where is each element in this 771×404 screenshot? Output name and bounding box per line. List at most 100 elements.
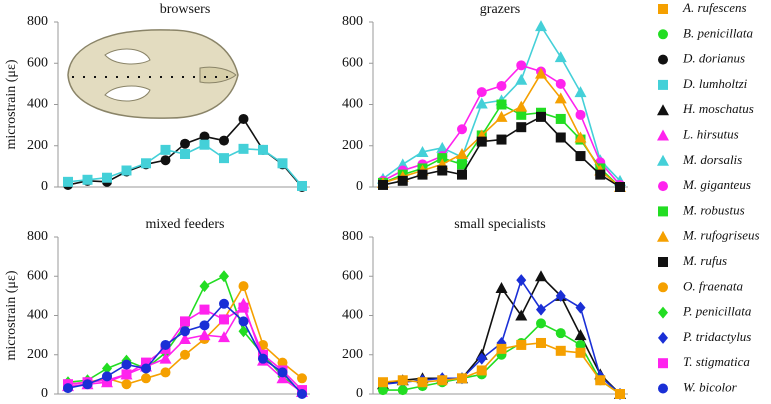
legend-marker (658, 54, 668, 65)
legend-marker (657, 230, 669, 242)
y-tick-label: 200 (342, 138, 363, 153)
data-point (102, 371, 112, 382)
data-point (496, 80, 507, 91)
data-point (121, 165, 132, 176)
data-point (277, 367, 288, 378)
legend-marker (658, 29, 668, 40)
data-point (219, 270, 229, 283)
data-point (535, 20, 547, 32)
data-point (238, 316, 249, 327)
legend-label: M. robustus (682, 202, 745, 217)
y-axis-label: microstrain (με) (4, 270, 19, 360)
data-point (437, 165, 448, 176)
legend-label: M. dorsalis (682, 152, 742, 167)
data-point (595, 375, 606, 386)
data-point (496, 134, 507, 145)
data-point (180, 138, 190, 149)
data-point (554, 92, 567, 104)
data-point (554, 51, 567, 63)
panel-title: small specialists (454, 217, 545, 232)
series (382, 274, 621, 395)
y-tick-label: 0 (41, 179, 48, 194)
panel-title: mixed feeders (146, 217, 225, 232)
legend-marker (658, 383, 668, 394)
data-point (276, 372, 289, 384)
y-tick-label: 600 (27, 268, 48, 283)
data-point (160, 339, 171, 350)
data-point (615, 182, 625, 192)
data-point (199, 320, 210, 331)
y-axis-label: microstrain (με) (4, 59, 19, 149)
data-point (496, 343, 507, 354)
data-point (141, 363, 151, 374)
data-point (476, 352, 487, 365)
legend-label: D. lumholtzi (682, 76, 748, 91)
data-point (277, 158, 288, 169)
legend-marker (658, 79, 668, 90)
data-point (397, 375, 408, 386)
data-point (476, 87, 487, 98)
data-point (180, 316, 190, 327)
skull-illustration (67, 29, 239, 119)
legend-marker (658, 358, 668, 369)
y-tick-label: 400 (27, 308, 48, 323)
data-point (555, 289, 566, 302)
data-point (416, 145, 429, 157)
data-point (417, 377, 428, 388)
legend-label: L. hirsutus (682, 126, 739, 141)
y-tick-label: 800 (342, 14, 363, 29)
data-point (219, 314, 229, 325)
data-point (397, 175, 408, 186)
data-point (121, 379, 132, 390)
y-tick-label: 800 (27, 229, 48, 244)
data-point (575, 347, 586, 358)
data-point (575, 339, 586, 350)
data-point (615, 389, 625, 399)
data-point (417, 169, 428, 180)
data-point (496, 99, 507, 110)
data-point (120, 368, 133, 380)
data-point (516, 60, 527, 71)
data-point (536, 111, 546, 122)
data-point (437, 375, 448, 386)
legend-marker (657, 154, 669, 166)
data-point (516, 339, 527, 350)
y-tick-label: 200 (27, 138, 48, 153)
data-point (476, 365, 487, 376)
legend-label: P. tridactylus (682, 329, 751, 344)
data-point (575, 151, 586, 162)
data-point (516, 274, 527, 287)
data-point (536, 318, 546, 329)
y-tick-label: 0 (356, 386, 363, 401)
legend-marker (658, 4, 668, 14)
data-point (536, 337, 546, 348)
legend-label: T. stigmatica (683, 354, 750, 369)
data-point (159, 352, 172, 364)
data-point (515, 73, 528, 85)
y-tick-label: 200 (342, 347, 363, 362)
legend-marker (657, 129, 669, 141)
data-point (237, 297, 250, 309)
data-point (457, 373, 467, 384)
data-point (378, 385, 388, 396)
legend-label: M. rufus (682, 253, 727, 268)
data-point (219, 135, 229, 146)
data-point (277, 357, 288, 368)
data-point (82, 379, 93, 390)
y-tick-label: 400 (342, 308, 363, 323)
data-point (199, 131, 210, 142)
y-tick-label: 400 (342, 97, 363, 112)
legend-marker (658, 257, 668, 267)
y-tick-label: 0 (41, 386, 48, 401)
legend-label: W. bicolor (683, 379, 738, 394)
data-point (574, 131, 587, 143)
data-point (160, 144, 171, 155)
panel-title: grazers (480, 2, 520, 17)
data-point (555, 328, 566, 339)
legend-label: A. rufescens (682, 0, 747, 15)
legend-label: P. penicillata (682, 304, 752, 319)
data-point (297, 373, 307, 384)
y-tick-label: 600 (27, 55, 48, 70)
data-point (495, 110, 508, 122)
